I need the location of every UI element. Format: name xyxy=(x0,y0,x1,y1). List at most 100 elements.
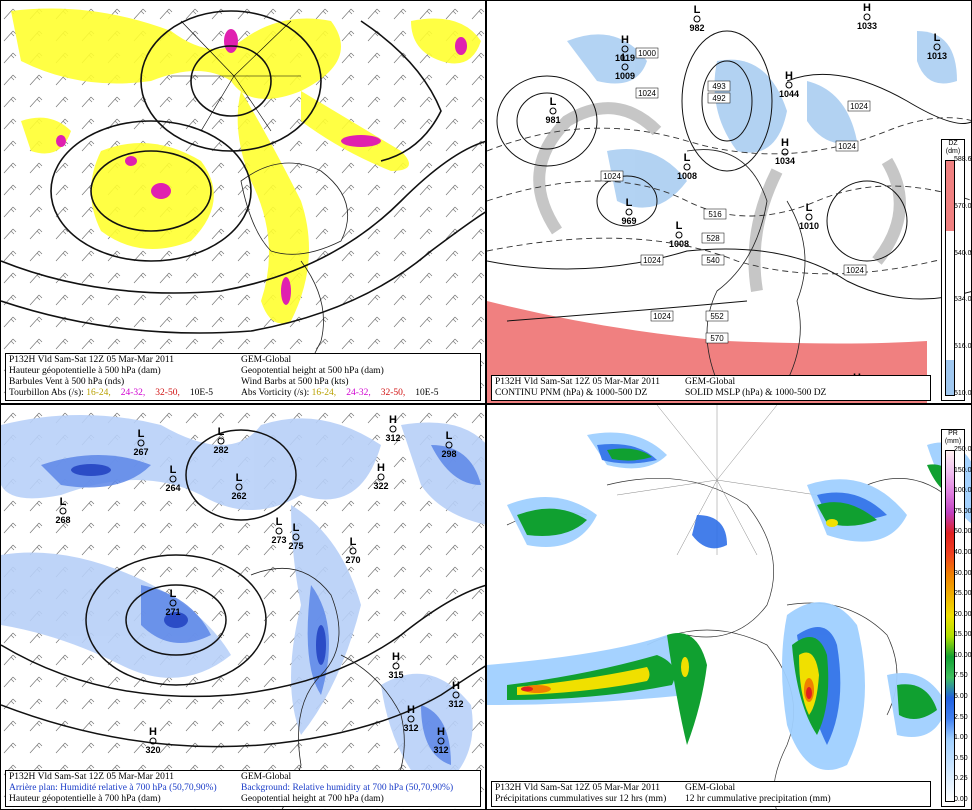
center-value: 1013 xyxy=(927,51,947,61)
center-marker xyxy=(377,473,385,481)
isobar-label: 1024 xyxy=(643,256,661,265)
center-type: L xyxy=(350,536,357,548)
caption-fr-line3: Barbules Vent à 500 hPa (nds) xyxy=(9,377,125,387)
center-value: 1034 xyxy=(775,156,795,166)
center-marker xyxy=(235,483,243,491)
pressure-center: L 270 xyxy=(345,536,360,565)
caption-500hpa: P132H Vld Sam-Sat 12Z 05 Mar-Mar 2011 GEM… xyxy=(5,353,481,401)
center-value: 1019 xyxy=(615,53,635,63)
colorbar-unit: (dm) xyxy=(945,148,961,155)
center-type: H xyxy=(392,651,400,663)
caption-en-line2: Background: Relative humidity at 700 hPa… xyxy=(241,783,454,793)
colorbar-title: PR xyxy=(948,430,958,437)
isobar-label: 493 xyxy=(712,82,726,91)
center-marker xyxy=(407,715,415,723)
center-type: L xyxy=(806,202,813,214)
center-type: L xyxy=(170,464,177,476)
pressure-center: L 1009 xyxy=(615,52,635,81)
colorbar-label: 570.00 xyxy=(954,202,972,210)
legend-en-24-32: 24-32, xyxy=(346,388,371,398)
center-marker xyxy=(549,107,557,115)
caption-fr-line4: Tourbillon Abs (/s): xyxy=(9,388,84,398)
colorbar-label: 20.00 xyxy=(954,610,972,618)
legend-16-24: 16-24, xyxy=(86,388,111,398)
caption-en-line4: Abs Vorticity (/s): xyxy=(241,388,310,398)
center-value: 282 xyxy=(213,445,228,455)
isobar-label: 1024 xyxy=(638,89,656,98)
isobar-label-box xyxy=(650,310,674,322)
caption-fr-line2: CONTINU PNM (hPa) & 1000-500 DZ xyxy=(495,388,648,398)
center-value: 312 xyxy=(433,745,448,755)
caption-model: GEM-Global xyxy=(685,783,736,793)
isobar-label-box xyxy=(847,100,871,112)
center-marker xyxy=(137,439,145,447)
isobar-label: 516 xyxy=(708,210,722,219)
panel-700hpa-humidity: L 267 L 264 L 268 L 282 L 262 L 273 L 275 L 270 L 271 H 312… xyxy=(0,404,486,810)
center-value: 1044 xyxy=(779,89,799,99)
pressure-center: L 267 xyxy=(133,428,148,457)
center-value: 298 xyxy=(441,449,456,459)
colorbar-label: 7.50 xyxy=(954,672,968,680)
pressure-center: H 1033 xyxy=(857,2,877,31)
center-marker xyxy=(59,507,67,515)
isobar-label: 1024 xyxy=(603,172,621,181)
pressure-center: H 312 xyxy=(385,414,400,443)
map-700hpa: L 267 L 264 L 268 L 282 L 262 L 273 L 275 L 270 L 271 H 312… xyxy=(1,405,485,809)
center-type: H xyxy=(437,726,445,738)
caption-fr-line2: Arrière plan: Humidité relative à 700 hP… xyxy=(9,783,217,793)
isobar-label-box xyxy=(707,80,731,92)
center-type: H xyxy=(389,414,397,426)
center-type: H xyxy=(781,137,789,149)
center-type: H xyxy=(863,2,871,14)
precip-colorbar: PR (mm) 250.00 150.00 100.00 75.00 50.00 40.0… xyxy=(941,429,971,807)
colorbar-label: 40.00 xyxy=(954,548,972,556)
panel-mslp-thickness: L 982 H 1019 L 1009 L 981 L 1008 L 969 L 1008 H 1034 H 10… xyxy=(486,0,972,404)
panel-500hpa-vorticity: P132H Vld Sam-Sat 12Z 05 Mar-Mar 2011 GEM… xyxy=(0,0,486,404)
center-type: L xyxy=(170,588,177,600)
caption-en-line2: SOLID MSLP (hPa) & 1000-500 DZ xyxy=(685,388,827,398)
isobar-label-box xyxy=(705,310,729,322)
center-marker xyxy=(675,231,683,239)
center-marker xyxy=(933,43,941,51)
center-type: L xyxy=(550,96,557,108)
center-type: H xyxy=(149,726,157,738)
center-type: L xyxy=(60,496,67,508)
center-marker xyxy=(275,527,283,535)
isobar-label-box xyxy=(707,92,731,104)
center-value: 1009 xyxy=(615,71,635,81)
caption-model: GEM-Global xyxy=(241,355,292,365)
center-value: 275 xyxy=(288,541,303,551)
colorbar-label: 50.00 xyxy=(954,528,972,536)
caption-time: P132H Vld Sam-Sat 12Z 05 Mar-Mar 2011 xyxy=(9,772,174,782)
vorticity-max xyxy=(56,29,467,305)
thickness-colorbar: DZ (dm) 588.67 570.00 540.00 534.00 516.00 51… xyxy=(941,139,971,401)
pressure-center: L 1010 xyxy=(799,202,819,231)
center-value: 1010 xyxy=(799,221,819,231)
caption-time: P132H Vld Sam-Sat 12Z 05 Mar-Mar 2011 xyxy=(495,783,660,793)
center-type: L xyxy=(218,426,225,438)
height-contours xyxy=(1,429,485,748)
panel-precipitation: PR (mm) 250.00 150.00 100.00 75.00 50.00 40.0… xyxy=(486,404,972,810)
pressure-center: H 320 xyxy=(145,726,160,755)
pressure-center: L 981 xyxy=(545,96,560,125)
isobars xyxy=(487,30,971,322)
center-value: 1033 xyxy=(857,21,877,31)
center-marker xyxy=(389,425,397,433)
caption-model: GEM-Global xyxy=(241,772,292,782)
center-value: 268 xyxy=(55,515,70,525)
pressure-center: L 268 xyxy=(55,496,70,525)
isobar-label: 528 xyxy=(706,234,720,243)
center-marker xyxy=(863,13,871,21)
center-marker xyxy=(437,737,445,745)
pressure-center: H 1034 xyxy=(775,137,795,166)
pressure-center: L 282 xyxy=(213,426,228,455)
map-precip xyxy=(487,405,971,809)
isobar-label-box xyxy=(835,140,859,152)
pressure-center: H 315 xyxy=(388,651,403,680)
center-type: H xyxy=(407,704,415,716)
center-type: H xyxy=(621,34,629,46)
colorbar-label: 0.25 xyxy=(954,775,968,783)
center-marker xyxy=(805,213,813,221)
thickness-dashed xyxy=(487,117,971,275)
